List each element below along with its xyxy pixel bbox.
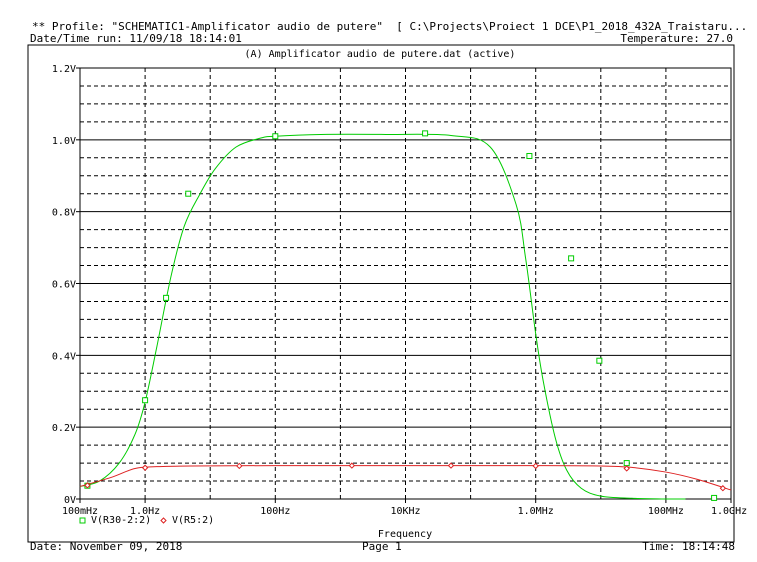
series-marker: [447, 462, 455, 469]
series-marker: [526, 152, 533, 159]
chart-title: (A) Amplificator audio de putere.dat (ac…: [245, 49, 516, 60]
datetime-run: Date/Time run: 11/09/18 18:14:01: [30, 32, 242, 45]
x-tick-label: 100Hz: [260, 506, 290, 517]
series-marker: [185, 190, 192, 197]
profile-line: ** Profile: "SCHEMATIC1-Amplificator aud…: [32, 20, 748, 33]
legend: V(R30-2:2) V(R5:2): [79, 515, 214, 526]
series-marker: [142, 397, 149, 404]
series-marker: [711, 494, 718, 501]
y-tick-label: 0V: [64, 495, 76, 506]
legend-label: V(R5:2): [172, 515, 214, 526]
series-marker: [596, 357, 603, 364]
y-tick-label: 0.6V: [52, 280, 76, 291]
series-marker: [141, 464, 149, 471]
y-tick-label: 0.8V: [52, 208, 76, 219]
axes: 0V 0.2V 0.4V 0.6V 0.8V 1.0V 1.2V 100mHz 1.0Hz 100…: [52, 64, 747, 517]
y-tick-label: 0.2V: [52, 423, 76, 434]
series-line-0: [79, 133, 686, 500]
x-tick-label: 1.0GHz: [711, 506, 747, 517]
x-tick-label: 100MHz: [648, 506, 684, 517]
y-tick-label: 1.0V: [52, 136, 76, 147]
legend-marker: [160, 517, 167, 524]
footer-time: Time: 18:14:48: [642, 540, 735, 553]
y-tick-label: 1.2V: [52, 64, 76, 75]
x-tick-label: 1.0Hz: [130, 506, 160, 517]
series-marker: [422, 130, 429, 137]
series-marker: [532, 462, 539, 470]
series-marker: [568, 255, 575, 262]
series-marker: [623, 465, 630, 472]
footer-page: Page 1: [362, 540, 402, 553]
series-marker: [348, 462, 356, 469]
series-marker: [272, 133, 279, 140]
series-line-1: [79, 465, 732, 491]
series-marker: [236, 462, 243, 470]
temperature: Temperature: 27.0: [620, 32, 733, 45]
legend-marker: [79, 517, 86, 524]
series: [79, 130, 732, 501]
series-marker: [163, 294, 170, 301]
grid: [79, 67, 732, 500]
x-axis-label: Frequency: [378, 529, 432, 540]
x-tick-label: 10KHz: [390, 506, 420, 517]
footer-date: Date: November 09, 2018: [30, 540, 183, 553]
y-tick-label: 0.4V: [52, 351, 76, 362]
series-marker: [623, 460, 630, 467]
legend-label: V(R30-2:2): [91, 515, 151, 526]
series-marker: [719, 485, 727, 492]
outer-frame: [27, 44, 735, 543]
x-tick-label: 100mHz: [62, 506, 98, 517]
x-tick-label: 1.0MHz: [518, 506, 554, 517]
series-marker: [84, 482, 91, 489]
